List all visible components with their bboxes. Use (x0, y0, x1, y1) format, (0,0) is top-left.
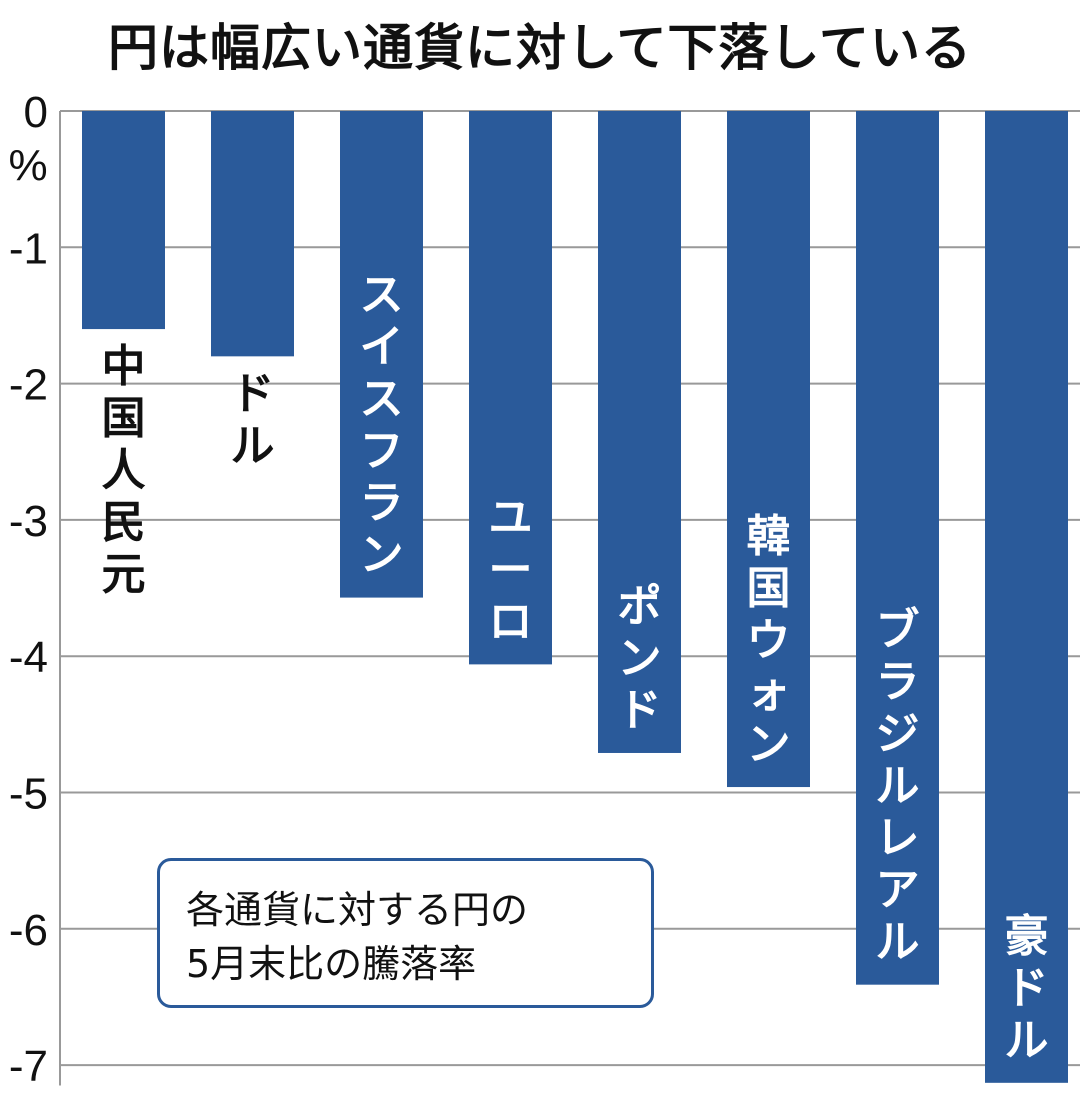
bar (469, 111, 552, 665)
bar (211, 111, 294, 357)
bar (985, 111, 1068, 1083)
y-tick-label: -7 (9, 1042, 48, 1091)
bar (856, 111, 939, 985)
bar (82, 111, 165, 330)
y-tick-label: -3 (9, 497, 48, 546)
y-tick-label: -6 (9, 906, 48, 955)
y-tick-label: -1 (9, 224, 48, 273)
chart-note-box: 各通貨に対する円の 5月末比の騰落率 (157, 858, 654, 1008)
y-tick-label: -4 (9, 633, 48, 682)
y-unit-label: % (8, 141, 47, 190)
chart-title: 円は幅広い通貨に対して下落している (108, 19, 972, 77)
note-line-2: 5月末比の騰落率 (186, 942, 477, 986)
bar (727, 111, 810, 788)
y-tick-label: -5 (9, 770, 48, 819)
bar-label: ユーロ (489, 492, 533, 647)
bar (340, 111, 423, 598)
bar (598, 111, 681, 753)
y-tick-label: 0 (24, 88, 48, 137)
y-tick-label: -2 (9, 361, 48, 410)
bar-label: ポンド (618, 581, 662, 736)
bar-label: 豪ドル (1005, 911, 1049, 1066)
bar-label: 韓国ウォン (747, 511, 791, 770)
note-line-1: 各通貨に対する円の (186, 888, 529, 932)
bar-label: ドル (231, 368, 275, 471)
bar-label: 中国人民元 (102, 341, 146, 600)
bar-label: ブラジルレアル (876, 605, 920, 968)
bar-label: スイスフラン (360, 270, 404, 581)
